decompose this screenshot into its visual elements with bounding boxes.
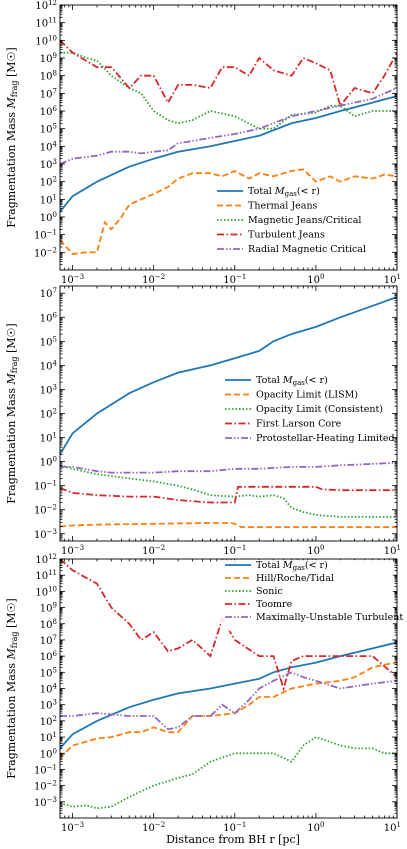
tick-label: 10−2 <box>142 273 165 286</box>
tick-label: 101 <box>40 731 57 744</box>
tick-label: 101 <box>384 544 401 557</box>
legend-label: Turbulent Jeans <box>248 230 325 241</box>
tick-label: 100 <box>307 821 324 834</box>
tick-label: 103 <box>40 383 57 396</box>
legend: Total Mgas(< r) Opacity Limit (LISM) Opaci… <box>221 375 395 454</box>
legend-label: Sonic <box>256 586 283 597</box>
series-line-1 <box>60 641 397 749</box>
tick-label: 101 <box>40 432 57 445</box>
tick-label: 10−3 <box>34 528 57 541</box>
series-line-5 <box>60 461 397 474</box>
series-line-1 <box>60 296 397 455</box>
tick-label: 10−3 <box>61 273 84 286</box>
tick-label: 103 <box>40 699 57 712</box>
tick-label: 10−3 <box>34 796 57 809</box>
tick-label: 100 <box>40 456 57 469</box>
series-line-5 <box>60 671 397 731</box>
series-line-3 <box>60 464 397 518</box>
x-axis-title: Distance from BH r [pc] <box>166 833 300 846</box>
series-line-4 <box>60 559 397 692</box>
legend-label: Opacity Limit (LISM) <box>256 390 358 401</box>
tick-label: 107 <box>40 87 57 100</box>
panel-middle: 10−3 10−2 10−1 100 101 10−3 10−2 10−1 100 101 102 1… <box>5 285 401 557</box>
legend-label: Radial Magnetic Critical <box>248 244 366 255</box>
tick-label: 102 <box>40 715 57 728</box>
legend-label: Thermal Jeans <box>248 201 318 212</box>
legend-label: Toomre <box>256 599 293 610</box>
tick-label: 10−2 <box>142 544 165 557</box>
legend-label: First Larson Core <box>256 419 342 430</box>
tick-label: 102 <box>40 408 57 421</box>
tick-label: 101 <box>384 821 401 834</box>
series-line-3 <box>60 51 397 130</box>
legend-label: Protostellar-Heating Limited <box>256 433 395 444</box>
tick-label: 100 <box>307 273 324 286</box>
tick-label: 1012 <box>35 553 57 566</box>
y-axis-title: Fragmentation Mass Mfrag [M☉] <box>5 323 19 503</box>
legend-label: Maximally-Unstable Turbulent Scale <box>256 612 407 623</box>
series-line-2 <box>60 661 397 759</box>
tick-label: 109 <box>40 602 57 615</box>
tick-label: 10−1 <box>34 229 57 242</box>
tick-label: 106 <box>40 311 58 324</box>
tick-label: 10−2 <box>34 504 57 517</box>
tick-label: 10−2 <box>142 821 165 834</box>
tick-label: 10−3 <box>61 544 84 557</box>
legend: Total Mgas(< r)Hill/Roche/Tidal Sonic Toom… <box>221 560 407 631</box>
tick-label: 10−1 <box>223 273 246 286</box>
series-line-4 <box>60 39 397 108</box>
series-line-3 <box>60 736 397 810</box>
legend-label: Total Mgas(< r) <box>256 375 328 387</box>
tick-label: 10−1 <box>34 763 57 776</box>
series-line-4 <box>60 485 397 504</box>
tick-label: 101 <box>384 273 401 286</box>
tick-label: 1011 <box>35 17 57 30</box>
tick-label: 105 <box>40 123 57 136</box>
tick-label: 1012 <box>35 0 57 12</box>
legend-label: Opacity Limit (Consistent) <box>256 404 383 415</box>
legend-label: Hill/Roche/Tidal <box>256 573 334 584</box>
tick-label: 10−3 <box>61 821 84 834</box>
legend-label: Magnetic Jeans/Critical <box>248 215 361 226</box>
tick-label: 1010 <box>35 34 57 47</box>
plot-frame <box>59 4 398 271</box>
tick-label: 104 <box>40 140 58 153</box>
y-axis-title: Fragmentation Mass Mfrag [M☉] <box>5 47 19 227</box>
series-line-1 <box>60 95 397 213</box>
series-line-2 <box>60 522 397 528</box>
tick-label: 103 <box>40 158 57 171</box>
series-line-5 <box>60 87 397 165</box>
legend: Total Mgas(< r) Thermal Jeans Magnetic Jea… <box>213 186 391 265</box>
tick-label: 108 <box>40 70 57 83</box>
y-axis-title: Fragmentation Mass Mfrag [M☉] <box>5 598 19 778</box>
panel-bottom: 10−3 10−2 10−1 100 10110−310−210−11001011021… <box>5 553 407 834</box>
tick-label: 10−2 <box>34 780 57 793</box>
tick-label: 10−1 <box>34 480 57 493</box>
tick-label: 10−2 <box>34 246 57 259</box>
tick-label: 1010 <box>35 585 57 598</box>
tick-label: 105 <box>40 335 57 348</box>
tick-label: 10−1 <box>223 544 246 557</box>
series-line-2 <box>60 168 397 255</box>
panel-top: 10−3 10−2 10−1 100 101 10−2 10−1 100 101 102 103 10… <box>5 0 401 286</box>
tick-label: 100 <box>307 544 324 557</box>
tick-label: 1011 <box>35 569 57 582</box>
tick-label: 109 <box>40 52 57 65</box>
tick-label: 102 <box>40 176 57 189</box>
tick-label: 108 <box>40 618 57 631</box>
tick-label: 106 <box>40 105 58 118</box>
tick-label: 107 <box>40 634 57 647</box>
tick-label: 104 <box>40 683 58 696</box>
tick-label: 100 <box>40 747 57 760</box>
tick-label: 100 <box>40 211 57 224</box>
legend-label: Total Mgas(< r) <box>256 560 328 572</box>
legend-label: Total Mgas(< r) <box>248 186 320 198</box>
tick-label: 101 <box>40 193 57 206</box>
tick-label: 105 <box>40 666 57 679</box>
tick-label: 104 <box>40 359 58 372</box>
tick-label: 107 <box>40 287 57 300</box>
tick-label: 106 <box>40 650 58 663</box>
